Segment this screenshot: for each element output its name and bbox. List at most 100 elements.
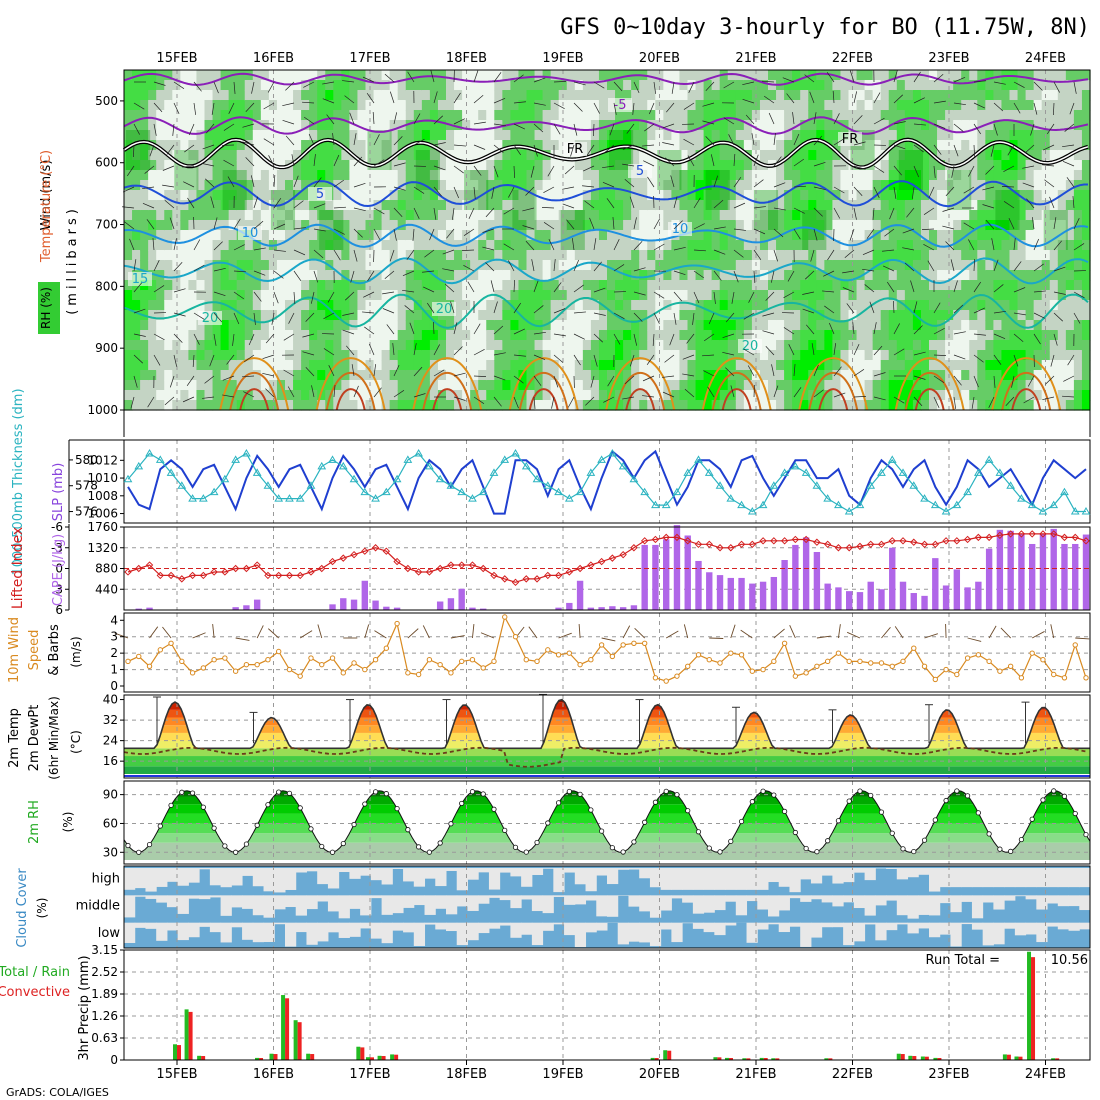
wind-barb [204, 178, 215, 188]
rh-cell [502, 150, 511, 161]
rh-cell [260, 390, 270, 401]
rh-cell [349, 390, 359, 401]
wind-barb [853, 91, 858, 104]
rh-cell [421, 380, 431, 391]
rh-cell [373, 250, 383, 261]
rh-cell [848, 110, 858, 121]
rh-cell [437, 380, 447, 391]
wind-barb [133, 354, 144, 364]
wind-barb [490, 280, 495, 293]
wind-barb [551, 396, 555, 409]
rh-cell [188, 70, 198, 81]
rh-cell [1001, 220, 1011, 231]
rh-cell [695, 130, 705, 141]
rh-cell [413, 340, 423, 351]
contour-label: FR [842, 132, 859, 147]
rh-cell [478, 100, 487, 111]
rh-cell [454, 130, 463, 141]
rh-cell [1025, 100, 1035, 111]
rh-cell [824, 320, 833, 331]
wind-barb [285, 81, 295, 91]
rh-cell [462, 280, 471, 291]
rh-cell [711, 310, 721, 321]
rh-cell [236, 210, 246, 221]
rh-cell [985, 250, 994, 261]
rh-cell [929, 190, 938, 201]
wind-barb [302, 333, 315, 338]
rh-cell [1001, 240, 1011, 251]
wind-barb [624, 375, 635, 385]
rh-cell [598, 280, 608, 291]
rh-cell [816, 200, 825, 211]
rh-cell [1049, 80, 1059, 91]
rh-cell [550, 390, 560, 401]
wind-barb [991, 238, 995, 251]
wind-barb [433, 91, 438, 104]
rh-cell [132, 110, 141, 121]
rh-cell [389, 220, 399, 231]
rh-cell [880, 190, 890, 201]
rh-cell [1025, 400, 1035, 411]
rh-cell [204, 270, 214, 281]
rh-cell [124, 150, 133, 161]
rh-cell [357, 140, 367, 151]
rh-dark-patch [947, 170, 972, 210]
rh-cell [534, 210, 544, 221]
hot-loop-contour [1001, 371, 1052, 411]
rh-cell [333, 260, 342, 271]
rh-cell [486, 300, 495, 311]
rh-cell [494, 100, 503, 111]
wind-barb [622, 163, 635, 167]
rh-cell [856, 280, 866, 291]
rh-cell [542, 370, 552, 381]
rh-cell [349, 220, 359, 231]
rh-cell [405, 200, 415, 211]
rh-cell [824, 150, 833, 161]
wind-barb [362, 76, 375, 83]
wind-barb [590, 375, 595, 388]
rh-cell [1041, 80, 1051, 91]
wind-barb [811, 343, 815, 356]
rh-cell [518, 350, 528, 361]
rh-cell [929, 330, 938, 341]
rh-cell [574, 280, 584, 291]
wind-barb [606, 198, 615, 209]
rh-cell [816, 240, 825, 251]
rh-cell [880, 100, 890, 111]
rh-cell [164, 70, 173, 81]
rh-cell [751, 310, 761, 321]
rh-cell [421, 260, 431, 271]
rh-cell [768, 110, 777, 121]
rh-cell [389, 350, 399, 361]
rh-cell [768, 290, 777, 301]
rh-cell [526, 220, 536, 231]
rh-cell [735, 240, 745, 251]
rh-cell [502, 400, 511, 411]
wind-barb [493, 165, 499, 178]
rh-cell [494, 230, 503, 241]
rh-cell [590, 310, 600, 321]
rh-cell [687, 180, 697, 191]
rh-cell [792, 300, 801, 311]
rh-cell [840, 250, 850, 261]
rh-cell [478, 170, 487, 181]
wind-barb [503, 207, 515, 215]
rh-cell [1073, 130, 1083, 141]
rh-cell [518, 280, 528, 291]
wind-barb [373, 159, 385, 167]
rh-cell [872, 320, 882, 331]
rh-cell [800, 110, 809, 121]
rh-cell [357, 360, 367, 371]
rh-cell [768, 170, 777, 181]
rh-cell [462, 230, 471, 241]
wind-barb [291, 154, 295, 167]
rh-cell [228, 320, 238, 331]
rh-cell [220, 380, 230, 391]
rh-cell [510, 150, 520, 161]
rh-cell [276, 360, 286, 371]
rh-cell [961, 170, 970, 181]
rh-cell [969, 260, 978, 271]
rh-cell [252, 370, 262, 381]
rh-cell [816, 250, 825, 261]
rh-cell [1041, 320, 1051, 331]
